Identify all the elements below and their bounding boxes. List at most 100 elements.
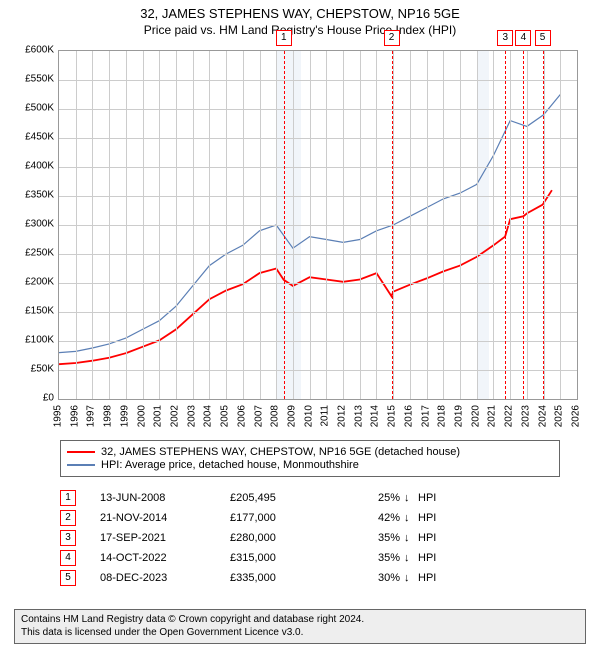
xtick-label: 2003	[186, 405, 197, 427]
xtick-label: 2006	[236, 405, 247, 427]
event-date: 14-OCT-2022	[100, 552, 230, 564]
gridline-v	[376, 51, 377, 399]
legend-swatch-hpi	[67, 464, 95, 466]
event-price: £177,000	[230, 512, 350, 524]
gridline-v	[126, 51, 127, 399]
event-num: 5	[60, 570, 76, 586]
events-table: 113-JUN-2008£205,49525%↓HPI221-NOV-2014£…	[60, 488, 560, 588]
gridline-v	[176, 51, 177, 399]
xtick-label: 2004	[203, 405, 214, 427]
gridline-v	[226, 51, 227, 399]
event-num: 1	[60, 490, 76, 506]
event-marker: 4	[515, 30, 531, 46]
gridline-h	[59, 283, 577, 284]
ytick-label: £0	[8, 393, 54, 404]
legend-label-hpi: HPI: Average price, detached house, Monm…	[101, 459, 359, 471]
ytick-label: £350K	[8, 190, 54, 201]
gridline-h	[59, 80, 577, 81]
gridline-h	[59, 341, 577, 342]
xtick-label: 2011	[320, 405, 331, 427]
ytick-label: £400K	[8, 161, 54, 172]
xtick-label: 2026	[571, 405, 582, 427]
gridline-h	[59, 254, 577, 255]
gridline-v	[560, 51, 561, 399]
event-vs: HPI	[418, 492, 458, 504]
plot-area	[58, 50, 578, 400]
gridline-v	[159, 51, 160, 399]
footer-line-1: Contains HM Land Registry data © Crown c…	[21, 614, 579, 627]
gridline-h	[59, 370, 577, 371]
event-price: £205,495	[230, 492, 350, 504]
xtick-label: 1996	[69, 405, 80, 427]
event-row: 317-SEP-2021£280,00035%↓HPI	[60, 528, 560, 548]
event-num: 4	[60, 550, 76, 566]
xtick-label: 2020	[470, 405, 481, 427]
xtick-label: 2009	[286, 405, 297, 427]
xtick-label: 1999	[119, 405, 130, 427]
gridline-v	[109, 51, 110, 399]
event-price: £280,000	[230, 532, 350, 544]
arrow-down-icon: ↓	[404, 532, 418, 544]
gridline-v	[460, 51, 461, 399]
gridline-v	[544, 51, 545, 399]
event-marker: 1	[276, 30, 292, 46]
gridline-v	[209, 51, 210, 399]
gridline-h	[59, 138, 577, 139]
xtick-label: 2001	[153, 405, 164, 427]
gridline-v	[143, 51, 144, 399]
event-line	[505, 51, 506, 399]
gridline-h	[59, 167, 577, 168]
event-date: 17-SEP-2021	[100, 532, 230, 544]
xtick-label: 2008	[270, 405, 281, 427]
gridline-v	[427, 51, 428, 399]
ytick-label: £200K	[8, 277, 54, 288]
xtick-label: 2005	[220, 405, 231, 427]
gridline-v	[343, 51, 344, 399]
xtick-label: 2017	[420, 405, 431, 427]
event-vs: HPI	[418, 552, 458, 564]
xtick-label: 2010	[303, 405, 314, 427]
gridline-v	[76, 51, 77, 399]
xtick-label: 2007	[253, 405, 264, 427]
legend-row-hpi: HPI: Average price, detached house, Monm…	[67, 459, 553, 471]
xtick-label: 2025	[554, 405, 565, 427]
event-date: 13-JUN-2008	[100, 492, 230, 504]
chart: £0£50K£100K£150K£200K£250K£300K£350K£400…	[8, 45, 592, 435]
event-line	[284, 51, 285, 399]
event-pct: 30%	[350, 572, 404, 584]
legend: 32, JAMES STEPHENS WAY, CHEPSTOW, NP16 5…	[60, 440, 560, 477]
gridline-v	[243, 51, 244, 399]
xtick-label: 2012	[337, 405, 348, 427]
event-line	[523, 51, 524, 399]
event-row: 221-NOV-2014£177,00042%↓HPI	[60, 508, 560, 528]
arrow-down-icon: ↓	[404, 512, 418, 524]
gridline-v	[310, 51, 311, 399]
event-vs: HPI	[418, 572, 458, 584]
event-price: £335,000	[230, 572, 350, 584]
gridline-v	[260, 51, 261, 399]
ytick-label: £500K	[8, 103, 54, 114]
event-pct: 35%	[350, 532, 404, 544]
event-pct: 42%	[350, 512, 404, 524]
ytick-label: £550K	[8, 74, 54, 85]
arrow-down-icon: ↓	[404, 492, 418, 504]
xtick-label: 2018	[437, 405, 448, 427]
footer-line-2: This data is licensed under the Open Gov…	[21, 627, 579, 640]
gridline-v	[410, 51, 411, 399]
event-price: £315,000	[230, 552, 350, 564]
title-main: 32, JAMES STEPHENS WAY, CHEPSTOW, NP16 5…	[0, 6, 600, 21]
xtick-label: 2024	[537, 405, 548, 427]
legend-label-property: 32, JAMES STEPHENS WAY, CHEPSTOW, NP16 5…	[101, 446, 460, 458]
event-num: 3	[60, 530, 76, 546]
event-line	[392, 51, 393, 399]
ytick-label: £50K	[8, 364, 54, 375]
gridline-h	[59, 196, 577, 197]
event-row: 414-OCT-2022£315,00035%↓HPI	[60, 548, 560, 568]
ytick-label: £250K	[8, 248, 54, 259]
event-num: 2	[60, 510, 76, 526]
event-marker: 2	[384, 30, 400, 46]
gridline-v	[360, 51, 361, 399]
xtick-label: 2013	[353, 405, 364, 427]
gridline-h	[59, 109, 577, 110]
xtick-label: 2019	[454, 405, 465, 427]
